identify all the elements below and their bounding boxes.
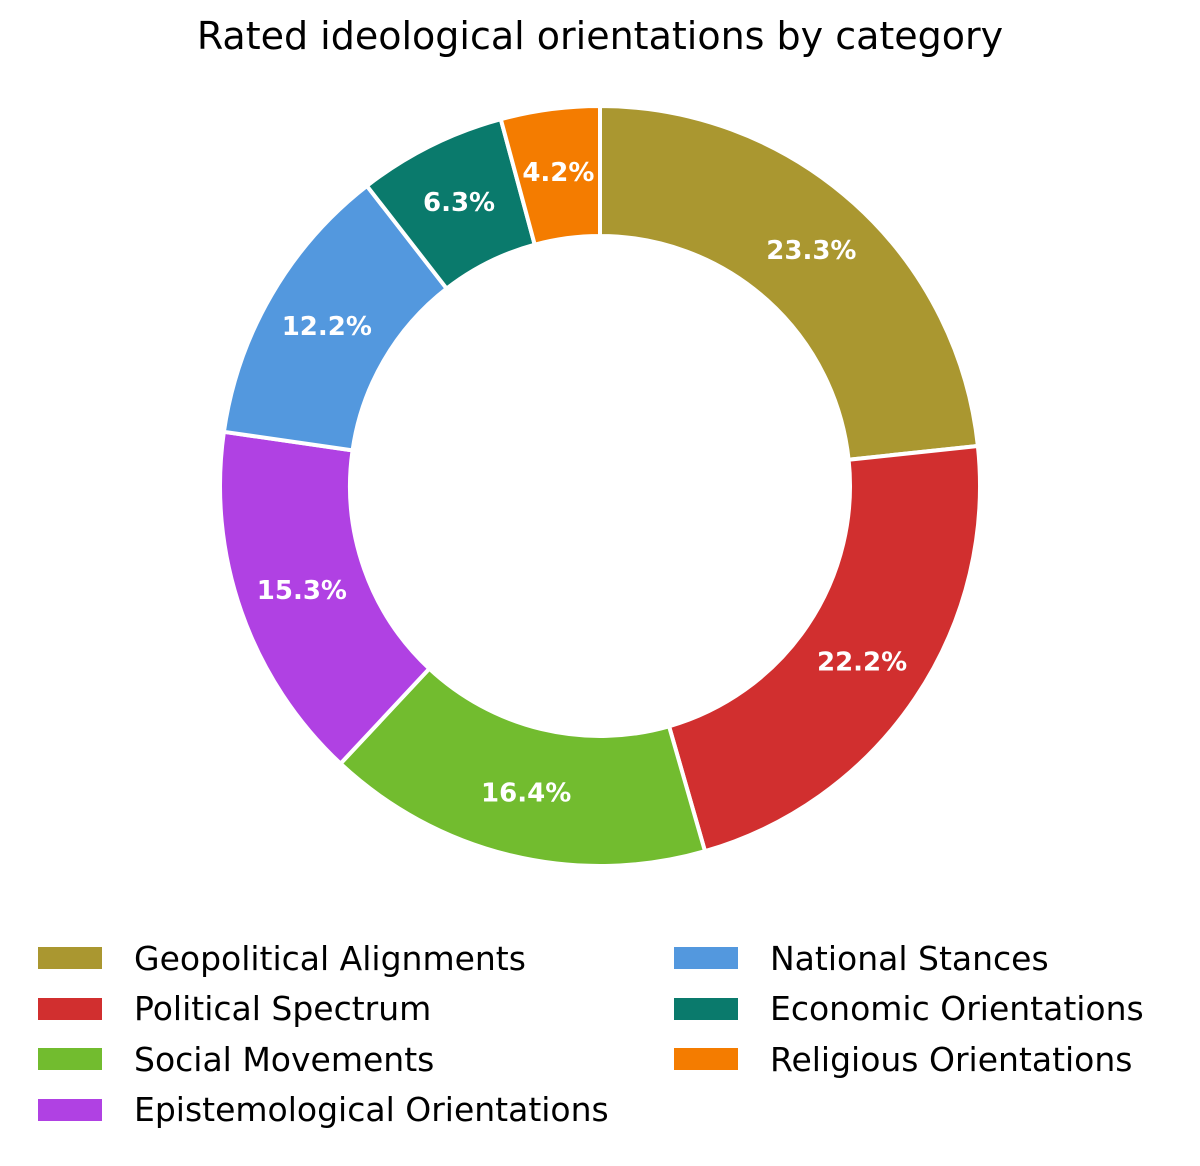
legend-label-epistemological-orientations: Epistemological Orientations	[134, 1090, 609, 1129]
legend-swatch-economic-orientations	[674, 997, 738, 1020]
legend-swatch-social-movements	[38, 1048, 102, 1070]
legend-label-social-movements: Social Movements	[134, 1039, 435, 1079]
slice-label-political-spectrum: 22.2%	[817, 648, 907, 678]
legend-item-political-spectrum: Political Spectrum	[38, 987, 431, 1031]
slice-label-social-movements: 16.4%	[481, 778, 571, 808]
legend-label-political-spectrum: Political Spectrum	[134, 989, 432, 1028]
legend-item-economic-orientations: Economic Orientations	[674, 987, 1144, 1031]
slice-religious-orientations	[498, 104, 602, 247]
legend-swatch-religious-orientations	[674, 1048, 738, 1070]
legend: Geopolitical Alignments Political Spectru…	[38, 936, 1188, 1146]
legend-swatch-national-stances	[674, 947, 738, 969]
slice-label-epistemological-orientations: 15.3%	[257, 576, 347, 606]
legend-swatch-epistemological-orientations	[38, 1098, 102, 1121]
labels-group: 23.3% 22.2% 16.4% 15.3% 12.2% 6.3% 4.2%	[257, 158, 907, 808]
slice-geopolitical-alignments	[598, 104, 980, 462]
legend-swatch-political-spectrum	[38, 997, 102, 1020]
slices-group	[218, 104, 982, 868]
legend-item-national-stances: National Stances	[674, 936, 1049, 980]
legend-item-epistemological-orientations: Epistemological Orientations	[38, 1088, 609, 1132]
donut-chart: 23.3% 22.2% 16.4% 15.3% 12.2% 6.3% 4.2%	[218, 104, 982, 868]
legend-item-religious-orientations: Religious Orientations	[674, 1037, 1132, 1081]
slice-social-movements	[338, 666, 707, 868]
slice-label-geopolitical-alignments: 23.3%	[766, 236, 856, 266]
legend-label-national-stances: National Stances	[770, 938, 1049, 978]
chart-title: Rated ideological orientations by catego…	[196, 14, 1004, 58]
legend-label-geopolitical-alignments: Geopolitical Alignments	[134, 938, 526, 978]
legend-label-religious-orientations: Religious Orientations	[770, 1039, 1133, 1079]
slice-label-economic-orientations: 6.3%	[423, 188, 495, 218]
slice-political-spectrum	[667, 444, 982, 854]
slice-label-national-stances: 12.2%	[282, 312, 372, 342]
legend-label-economic-orientations: Economic Orientations	[770, 989, 1144, 1028]
legend-swatch-geopolitical-alignments	[38, 947, 102, 969]
legend-item-geopolitical-alignments: Geopolitical Alignments	[38, 936, 526, 980]
slice-label-religious-orientations: 4.2%	[522, 158, 594, 188]
legend-item-social-movements: Social Movements	[38, 1037, 434, 1081]
